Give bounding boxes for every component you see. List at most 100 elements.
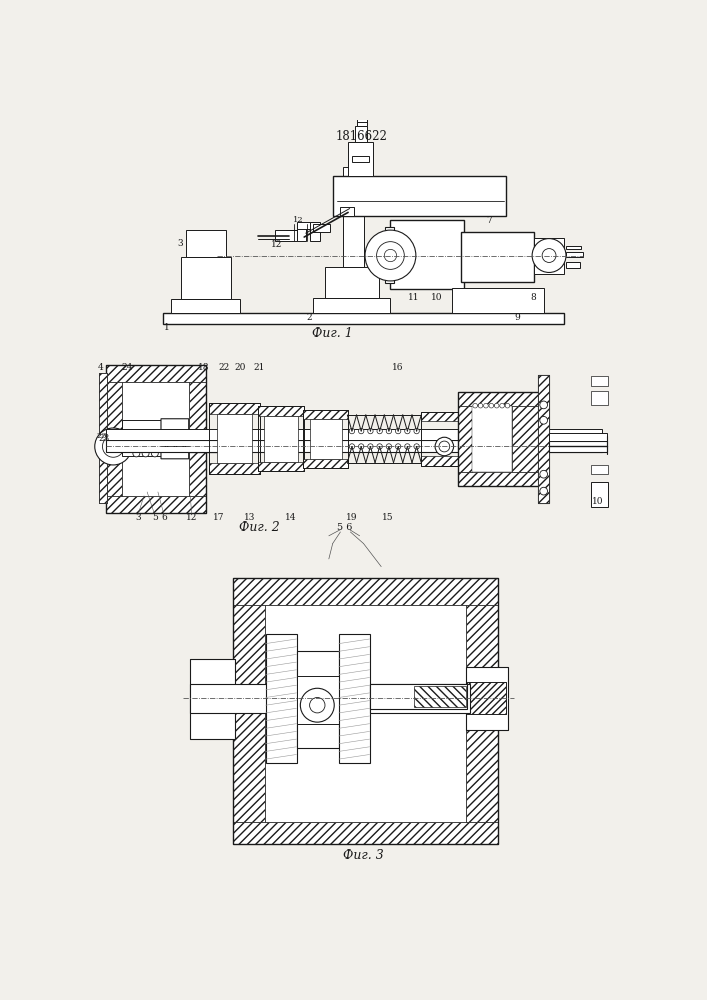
Circle shape [349,428,355,434]
Bar [385,227,395,283]
Bar [549,433,607,441]
Circle shape [365,230,416,281]
Bar [590,391,607,405]
Circle shape [489,403,493,408]
Text: 16: 16 [392,363,404,372]
Bar [105,429,602,440]
Bar [566,252,583,257]
Text: 7: 7 [486,216,493,225]
Text: 20: 20 [235,363,246,372]
Bar [310,419,342,459]
Polygon shape [266,634,296,763]
Bar [122,420,161,436]
Bar [466,714,508,730]
Circle shape [532,239,566,272]
Bar [355,126,368,142]
Bar [233,605,265,822]
Bar [303,410,348,419]
Bar [258,406,304,416]
Text: 3: 3 [135,513,141,522]
Bar [258,462,304,471]
Bar [171,299,240,313]
Bar [590,465,607,474]
Polygon shape [189,431,217,440]
Text: 10: 10 [431,293,443,302]
Bar [189,382,206,496]
Polygon shape [310,222,320,241]
Bar [352,156,369,162]
Bar [100,373,107,503]
Bar [538,375,549,503]
Circle shape [358,428,364,434]
Bar [421,412,458,421]
Bar [303,410,348,468]
Text: 12: 12 [186,513,197,522]
Text: 10: 10 [592,497,604,506]
Circle shape [395,428,401,434]
Bar [296,676,339,724]
Circle shape [540,416,547,424]
Bar [190,722,235,739]
Circle shape [368,428,373,434]
Circle shape [478,403,483,408]
Bar [105,496,206,513]
Polygon shape [467,682,506,714]
Bar [105,382,122,496]
Bar [458,406,472,472]
Text: 17: 17 [213,513,225,522]
Circle shape [109,442,118,451]
Bar [458,392,539,406]
Bar [190,659,235,739]
Circle shape [414,444,419,449]
Circle shape [349,444,355,449]
Circle shape [439,441,450,452]
Circle shape [473,403,477,408]
Text: 2: 2 [307,313,312,322]
Polygon shape [189,443,217,453]
Circle shape [377,428,382,434]
Bar [452,288,544,313]
Bar [549,441,607,452]
Text: 23: 23 [98,434,110,443]
Text: 18: 18 [199,363,210,372]
Circle shape [95,428,132,465]
Bar [466,667,508,682]
Circle shape [386,428,392,434]
Text: 5: 5 [152,513,158,522]
Text: 22: 22 [218,363,230,372]
Bar [190,684,267,713]
Bar [209,463,259,474]
Text: 11: 11 [408,293,419,302]
Polygon shape [189,431,217,440]
Bar [458,392,539,486]
Text: 1: 1 [164,323,170,332]
Text: 12: 12 [271,240,282,249]
Bar [390,220,464,289]
Text: 23: 23 [96,432,107,440]
Circle shape [395,444,401,449]
Bar [421,456,458,466]
Circle shape [368,444,373,449]
Bar [512,406,539,472]
Bar [534,238,564,274]
Text: 1816622: 1816622 [336,130,388,143]
Bar [209,403,259,414]
Circle shape [300,688,334,722]
Bar [181,257,231,299]
Bar [348,142,373,176]
Text: 4: 4 [98,363,104,372]
Bar [590,482,607,507]
Circle shape [484,403,489,408]
Text: 15: 15 [382,513,393,522]
Circle shape [540,401,547,409]
Bar [264,416,298,462]
Circle shape [103,436,124,457]
Bar [343,167,364,267]
Polygon shape [189,443,217,453]
Text: 6: 6 [161,513,167,522]
Circle shape [151,450,158,457]
Bar [466,667,508,730]
Circle shape [540,470,547,478]
Bar [590,376,607,386]
Polygon shape [161,419,189,459]
